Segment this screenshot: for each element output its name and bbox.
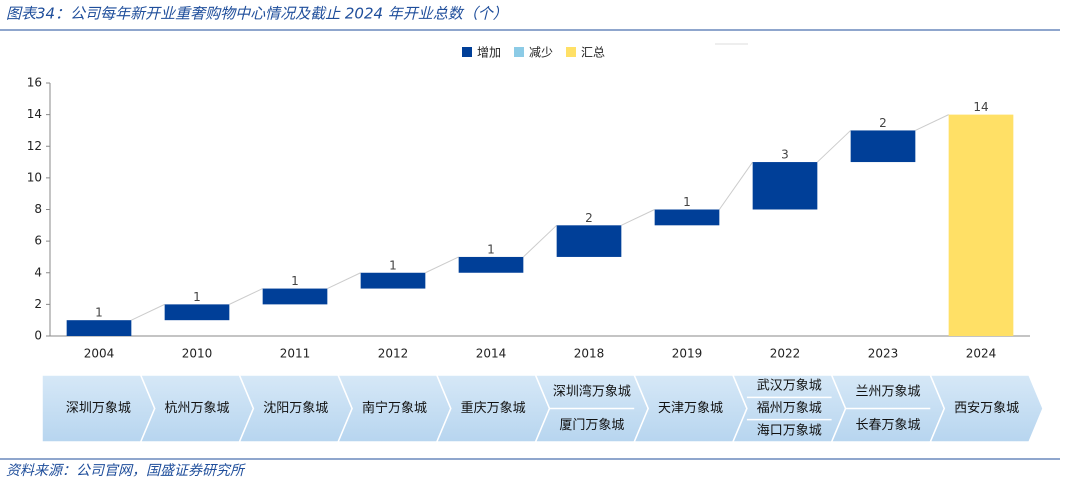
bar (654, 209, 720, 226)
legend-label: 增加 (477, 46, 501, 60)
x-tick-label: 2023 (868, 347, 899, 361)
value-label: 1 (487, 242, 495, 256)
y-tick-label: 12 (27, 139, 42, 153)
y-tick-label: 4 (34, 265, 42, 279)
value-label: 14 (973, 100, 988, 114)
source: 资料来源：公司官网，国盛证券研究所 (6, 463, 246, 479)
connector (425, 256, 459, 274)
x-tick-label: 2014 (476, 347, 507, 361)
y-tick-label: 2 (34, 297, 42, 311)
bar (164, 304, 230, 321)
bar (948, 114, 1014, 336)
timeline-label: 南宁万象城 (362, 400, 427, 416)
bar (360, 272, 426, 289)
timeline-label: 福州万象城 (757, 401, 822, 416)
y-tick-label: 8 (34, 202, 42, 216)
y-tick-label: 14 (27, 107, 42, 121)
timeline-chevron (929, 374, 1044, 443)
x-tick-label: 2022 (770, 347, 801, 361)
value-label: 1 (193, 290, 201, 304)
connector (718, 161, 754, 210)
timeline-label: 长春万象城 (855, 418, 920, 433)
bar (458, 256, 524, 273)
bar (66, 320, 132, 336)
y-tick-label: 10 (27, 170, 42, 184)
timeline-label: 杭州万象城 (165, 401, 230, 416)
bar (850, 130, 916, 163)
value-label: 3 (781, 148, 789, 162)
timeline-label: 厦门万象城 (559, 418, 624, 433)
value-label: 1 (683, 195, 691, 209)
timeline-label: 西安万象城 (954, 401, 1019, 416)
bar (752, 162, 818, 210)
y-tick-label: 0 (34, 329, 42, 343)
legend-label: 减少 (529, 46, 553, 60)
x-tick-label: 2004 (84, 347, 115, 361)
connector (915, 114, 949, 131)
connector (522, 224, 558, 258)
value-label: 1 (95, 306, 103, 320)
timeline-label: 沈阳万象城 (263, 401, 328, 416)
legend-swatch (566, 47, 576, 57)
y-tick-label: 16 (27, 76, 42, 90)
timeline-label: 兰州万象城 (855, 384, 920, 399)
x-tick-label: 2012 (378, 347, 409, 361)
value-label: 2 (585, 211, 593, 225)
timeline-label: 深圳万象城 (66, 401, 131, 416)
legend-swatch (462, 47, 472, 57)
connector (621, 209, 655, 226)
title: 图表34：公司每年新开业重奢购物中心情况及截止 2024 年开业总数（个） (6, 5, 508, 23)
value-label: 2 (879, 116, 887, 130)
bar (262, 288, 328, 305)
x-tick-label: 2018 (574, 347, 605, 361)
y-tick-label: 6 (34, 234, 42, 248)
value-label: 1 (291, 274, 299, 288)
legend-label: 汇总 (581, 46, 605, 60)
x-tick-label: 2024 (966, 347, 997, 361)
connector (327, 272, 361, 290)
timeline-label: 天津万象城 (658, 401, 723, 416)
x-tick-label: 2010 (182, 347, 213, 361)
timeline-label: 深圳湾万象城 (553, 383, 631, 399)
bar (556, 225, 622, 257)
timeline-label: 重庆万象城 (461, 400, 526, 416)
timeline-label: 海口万象城 (757, 423, 822, 438)
x-tick-label: 2011 (280, 347, 311, 361)
connector (131, 303, 165, 321)
x-tick-label: 2019 (672, 347, 703, 361)
connector (229, 288, 263, 305)
value-label: 1 (389, 258, 397, 272)
connector (816, 130, 852, 163)
timeline-label: 武汉万象城 (757, 379, 822, 394)
legend-swatch (514, 47, 524, 57)
